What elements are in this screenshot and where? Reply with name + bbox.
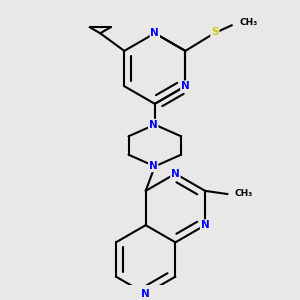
Text: CH₃: CH₃ [235,189,253,198]
Text: N: N [149,161,158,171]
Text: N: N [181,81,190,91]
Text: N: N [171,169,180,179]
Text: CH₃: CH₃ [240,18,258,27]
Text: S: S [211,27,219,37]
Text: N: N [141,289,150,299]
Text: N: N [150,28,159,38]
Text: N: N [149,120,158,130]
Text: N: N [201,220,209,230]
